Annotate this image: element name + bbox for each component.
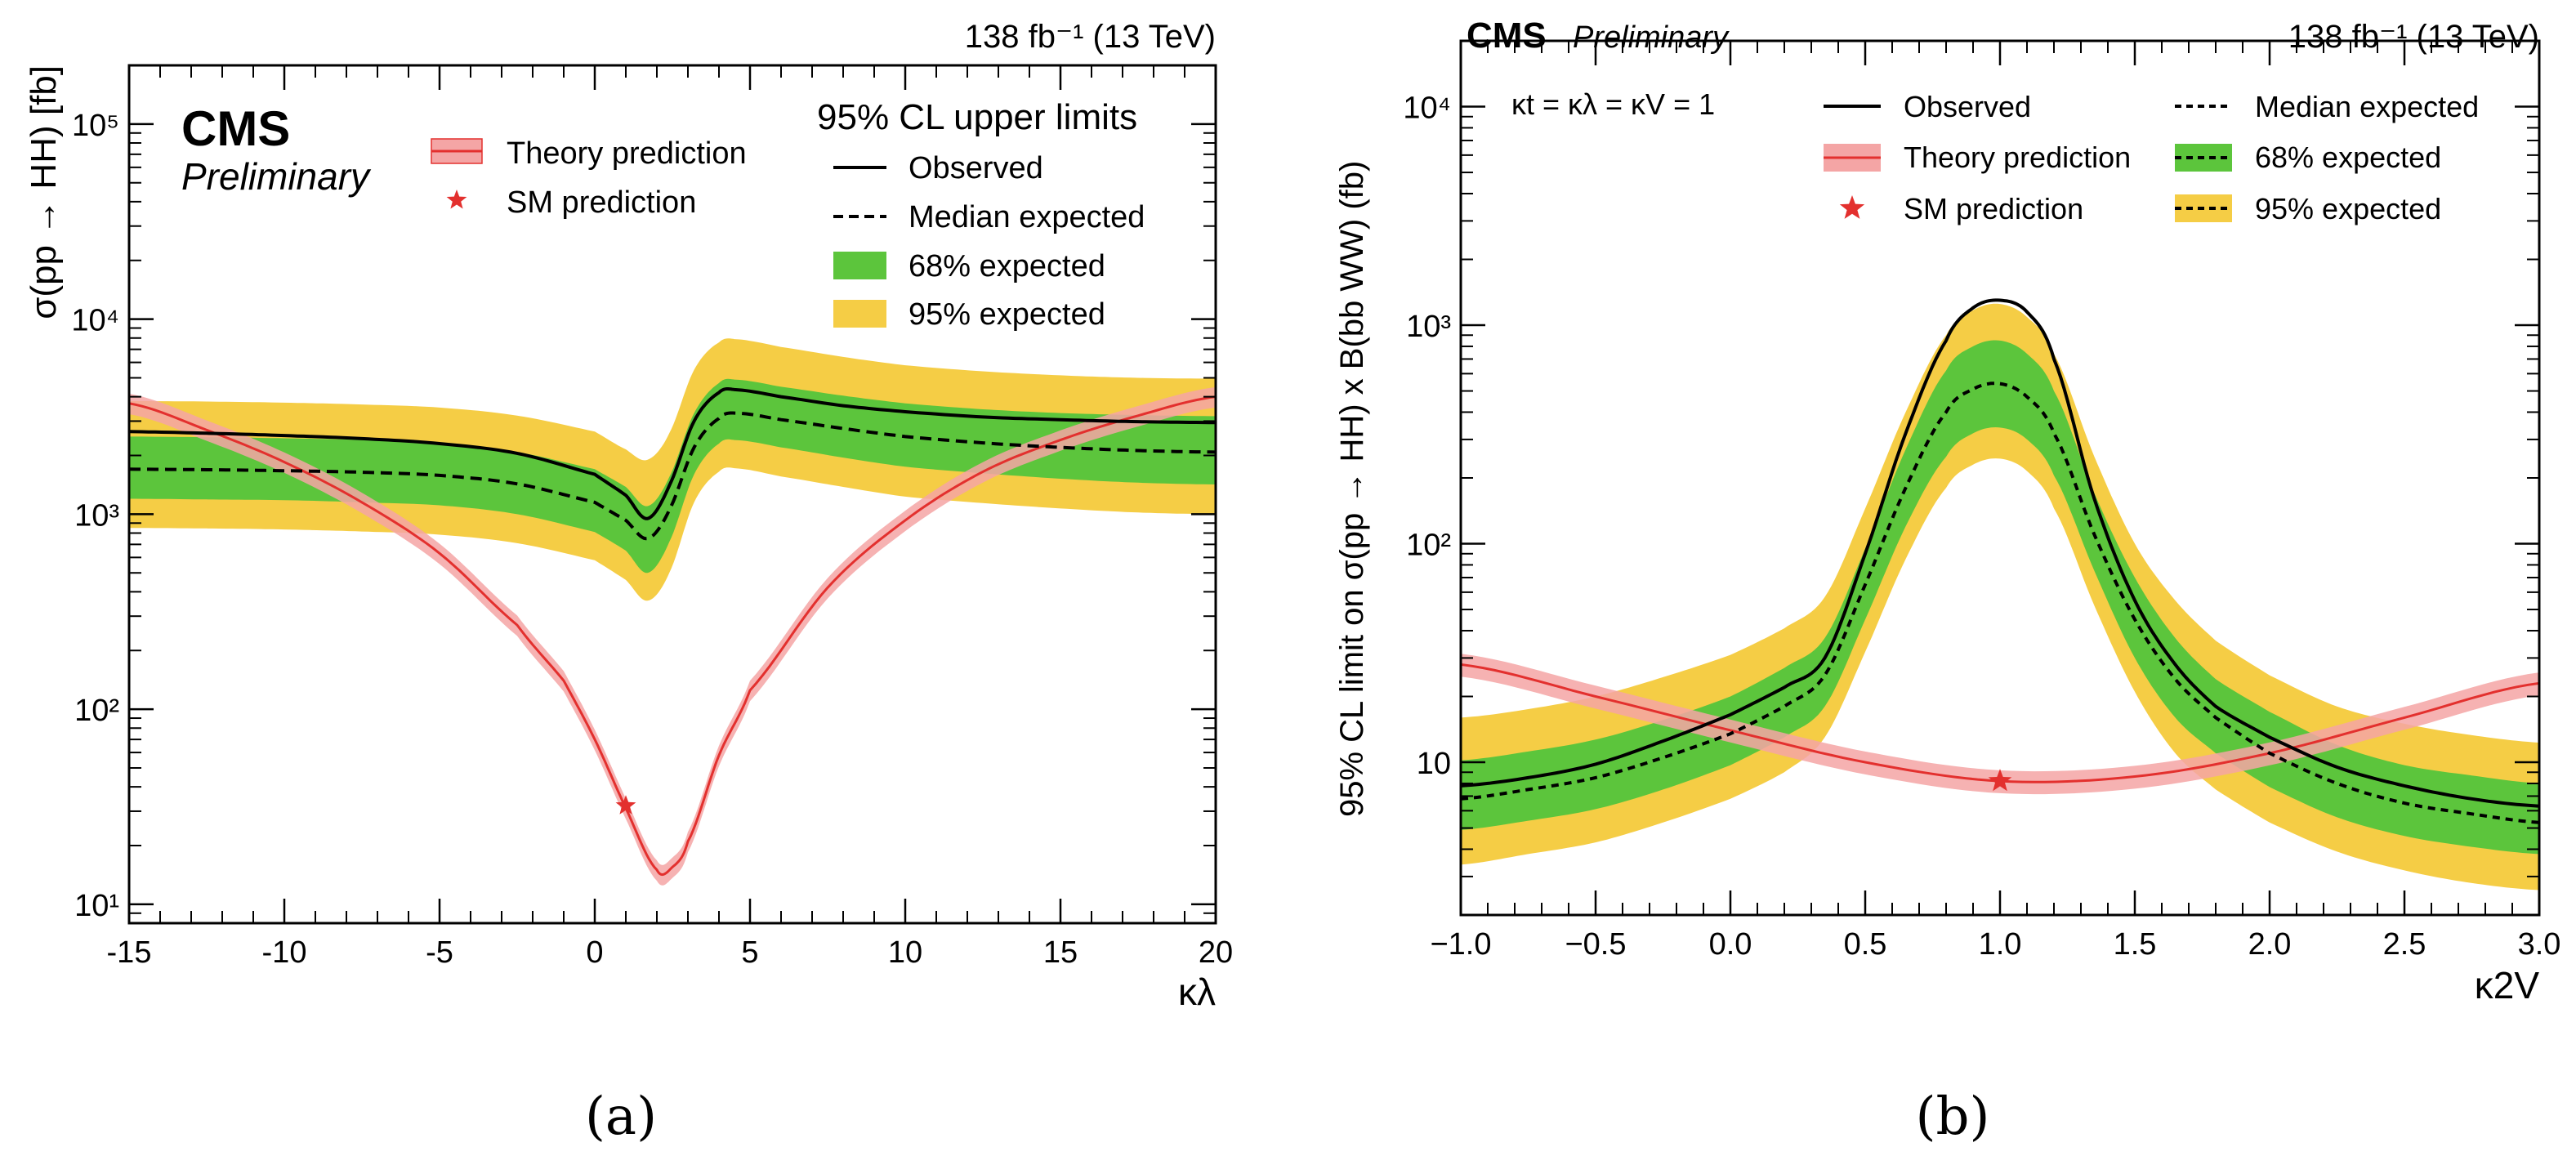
a-legend-header: 95% CL upper limits <box>817 97 1137 137</box>
a-bands-group <box>129 338 1216 886</box>
a-x-tick-label: 5 <box>741 935 758 970</box>
a-y-tick-label: 10³ <box>74 498 119 533</box>
b-legend-sm-label: SM prediction <box>1904 192 2083 225</box>
b-bands-group <box>1461 298 2539 890</box>
a-legend-95-swatch <box>833 300 886 328</box>
b-cms-label: CMS <box>1467 16 1547 56</box>
b-coupling-text: κt = κλ = κV = 1 <box>1511 87 1715 121</box>
a-y-tick-label: 10⁴ <box>71 304 119 338</box>
a-x-tick-label: -15 <box>107 935 152 970</box>
a-theory-band <box>129 386 1216 886</box>
b-x-tick-label: 1.5 <box>2114 927 2157 962</box>
a-x-tick-label: 15 <box>1043 935 1078 970</box>
a-y-axis-title: σ(pp → HH) [fb] <box>24 65 64 319</box>
b-top-right-label: 138 fb⁻¹ (13 TeV) <box>2288 19 2539 55</box>
a-x-tick-label: 10 <box>888 935 922 970</box>
b-x-tick-label: 3.0 <box>2518 927 2561 962</box>
panel-b: −1.0 −0.5 0.0 0.5 1.0 1.5 2.0 2.5 3.0 1010²10³10… <box>1334 16 2560 1006</box>
a-plot-frame <box>127 64 1217 925</box>
a-x-tick-label: -5 <box>426 935 453 970</box>
b-sm-prediction-star <box>1988 769 2012 792</box>
a-median-expected-line <box>129 411 1216 541</box>
b-y-axis-title: 95% CL limit on σ(pp → HH) x B(bb WW) (f… <box>1334 161 1370 817</box>
a-x-tick-label: 0 <box>586 935 603 970</box>
b-y-ticks: 10 10² 10³ 10⁴ <box>1403 91 2539 877</box>
a-legend-68-swatch <box>833 252 886 279</box>
b-x-tick-label: 1.0 <box>1979 927 2022 962</box>
b-legend-median-label: Median expected <box>2255 90 2479 123</box>
a-legend-95-label: 95% expected <box>909 297 1105 332</box>
b-x-tick-label: −1.0 <box>1430 927 1491 962</box>
a-x-axis-title: κλ <box>1178 971 1216 1013</box>
b-median-expected-line <box>1461 382 2539 824</box>
b-x-tick-label: −0.5 <box>1565 927 1626 962</box>
a-cms-sublabel: Preliminary <box>181 155 372 198</box>
panel-a: -15 -10 -5 0 5 10 15 20 10¹ 10² 10³ 10⁴ 10⁵ 138 fb⁻… <box>24 19 1233 1013</box>
a-legend-sm-label: SM prediction <box>507 185 696 220</box>
b-cms-sublabel: Preliminary <box>1573 20 1730 55</box>
b-y-tick-label: 10⁴ <box>1403 91 1451 126</box>
a-top-right-label: 138 fb⁻¹ (13 TeV) <box>965 19 1216 55</box>
b-x-tick-label: 2.5 <box>2383 927 2426 962</box>
b-legend-68-label: 68% expected <box>2255 141 2441 174</box>
b-theory-band <box>1461 654 2539 795</box>
b-x-tick-label: 0.5 <box>1844 927 1887 962</box>
b-x-ticks: −1.0 −0.5 0.0 0.5 1.0 1.5 2.0 2.5 3.0 <box>1430 41 2560 962</box>
b-legend-sm-star <box>1839 195 1865 219</box>
a-theory-line <box>129 395 1216 877</box>
a-legend-sm-star <box>446 190 467 209</box>
b-y-tick-label: 10² <box>1406 529 1451 563</box>
a-x-tick-label: -10 <box>262 935 307 970</box>
b-legend-observed-label: Observed <box>1904 90 2031 123</box>
b-y-tick-label: 10³ <box>1406 310 1451 344</box>
a-sm-prediction-star <box>615 795 636 815</box>
a-y-ticks: 10¹ 10² 10³ 10⁴ 10⁵ <box>71 109 1216 923</box>
a-band-95-expected <box>129 338 1216 601</box>
b-x-axis-title: κ2V <box>2475 964 2540 1006</box>
b-legend-theory-label: Theory prediction <box>1904 141 2131 174</box>
b-y-tick-label: 10 <box>1417 747 1451 781</box>
a-y-tick-label: 10¹ <box>74 889 119 923</box>
a-x-tick-label: 20 <box>1199 935 1233 970</box>
a-y-tick-label: 10⁵ <box>72 109 119 143</box>
a-legend-theory-label: Theory prediction <box>507 136 747 171</box>
b-x-tick-label: 2.0 <box>2248 927 2292 962</box>
a-observed-line <box>129 387 1216 520</box>
b-legend-95-label: 95% expected <box>2255 192 2441 225</box>
a-x-ticks: -15 -10 -5 0 5 10 15 20 <box>107 65 1233 970</box>
a-cms-label: CMS <box>181 101 290 156</box>
b-observed-line <box>1461 298 2539 808</box>
a-legend-68-label: 68% expected <box>909 249 1105 283</box>
b-x-tick-label: 0.0 <box>1709 927 1752 962</box>
a-legend-median-label: Median expected <box>909 200 1145 234</box>
a-y-tick-label: 10² <box>74 694 119 728</box>
caption-b: (b) <box>1916 1087 1990 1147</box>
caption-a: (a) <box>585 1087 657 1147</box>
a-legend-observed-label: Observed <box>909 151 1043 185</box>
